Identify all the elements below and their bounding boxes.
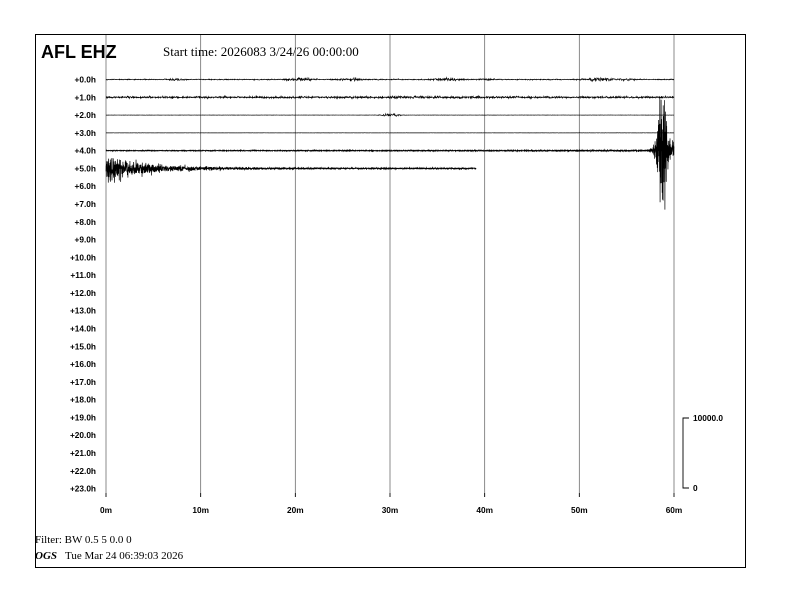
svg-text:+15.0h: +15.0h — [70, 341, 96, 351]
svg-text:+22.0h: +22.0h — [70, 466, 96, 476]
svg-text:40m: 40m — [476, 505, 493, 515]
svg-text:+10.0h: +10.0h — [70, 252, 96, 262]
svg-text:+14.0h: +14.0h — [70, 324, 96, 334]
svg-text:+21.0h: +21.0h — [70, 448, 96, 458]
svg-text:+23.0h: +23.0h — [70, 484, 96, 494]
svg-text:Filter: BW 0.5 5 0.0 0: Filter: BW 0.5 5 0.0 0 — [35, 534, 132, 546]
svg-text:+8.0h: +8.0h — [75, 217, 96, 227]
svg-text:+16.0h: +16.0h — [70, 359, 96, 369]
svg-text:60m: 60m — [666, 505, 683, 515]
svg-text:+19.0h: +19.0h — [70, 412, 96, 422]
svg-text:+11.0h: +11.0h — [70, 270, 96, 280]
svg-text:+18.0h: +18.0h — [70, 395, 96, 405]
svg-text:+9.0h: +9.0h — [75, 235, 96, 245]
svg-text:20m: 20m — [287, 505, 304, 515]
svg-text:+17.0h: +17.0h — [70, 377, 96, 387]
svg-text:OGS: OGS — [35, 550, 57, 562]
svg-text:+13.0h: +13.0h — [70, 306, 96, 316]
svg-text:+2.0h: +2.0h — [75, 110, 96, 120]
svg-text:+20.0h: +20.0h — [70, 430, 96, 440]
svg-text:Start time: 2026083 3/24/26 0: Start time: 2026083 3/24/26 00:00:00 — [163, 44, 359, 59]
svg-text:10000.0: 10000.0 — [693, 413, 723, 423]
svg-text:+3.0h: +3.0h — [75, 128, 96, 138]
svg-text:10m: 10m — [192, 505, 209, 515]
svg-text:+5.0h: +5.0h — [75, 163, 96, 173]
svg-text:Tue Mar 24 06:39:03 2026: Tue Mar 24 06:39:03 2026 — [65, 550, 184, 562]
svg-text:+4.0h: +4.0h — [75, 146, 96, 156]
svg-text:+1.0h: +1.0h — [75, 92, 96, 102]
svg-text:+6.0h: +6.0h — [75, 181, 96, 191]
svg-text:50m: 50m — [571, 505, 588, 515]
svg-text:0: 0 — [693, 483, 698, 493]
svg-text:30m: 30m — [382, 505, 399, 515]
svg-text:+0.0h: +0.0h — [75, 75, 96, 85]
svg-text:+7.0h: +7.0h — [75, 199, 96, 209]
svg-text:AFL EHZ: AFL EHZ — [41, 42, 117, 62]
svg-text:+12.0h: +12.0h — [70, 288, 96, 298]
svg-text:0m: 0m — [100, 505, 112, 515]
